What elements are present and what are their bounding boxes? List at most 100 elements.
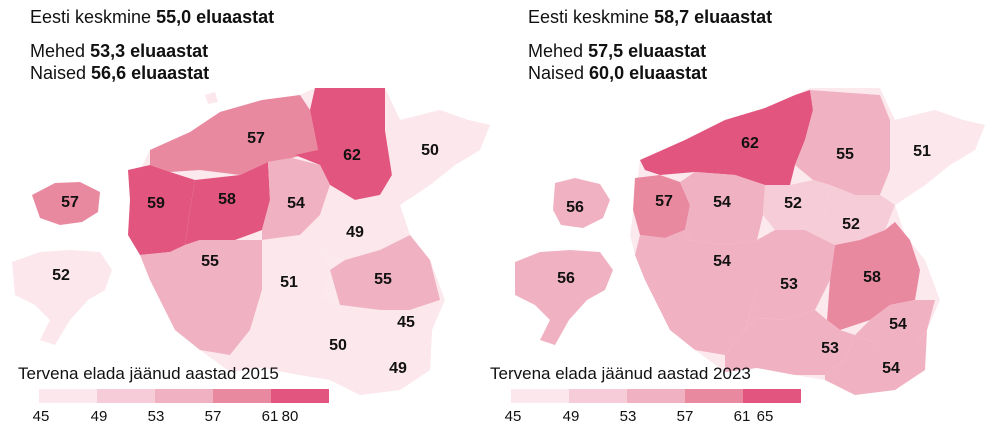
legend-swatch-4: [685, 389, 743, 403]
label-laane: 59: [147, 195, 165, 212]
men-value: 57,5 eluaastat: [588, 41, 707, 61]
legend-tick: 53: [619, 408, 637, 425]
legend-swatch-5: [743, 389, 801, 403]
legend-swatch-2: [569, 389, 627, 403]
women-label: Naised: [30, 63, 87, 83]
region-laane: [633, 175, 690, 238]
legend-title: Tervena elada jäänud aastad 2015: [18, 364, 279, 383]
label-viljandi: 51: [280, 274, 298, 291]
legend-swatch-4: [213, 389, 271, 403]
label-hiiu: 57: [61, 194, 79, 211]
region-parnu: [635, 230, 757, 355]
national-average: Eesti keskmine 55,0 eluaastat: [30, 6, 274, 28]
label-harju: 62: [343, 147, 361, 164]
label-parnu: 55: [201, 253, 219, 270]
island-small: [205, 92, 218, 104]
label-valga: 53: [821, 340, 839, 357]
legend-title: Tervena elada jäänud aastad 2023: [490, 364, 751, 383]
region-rapla: [185, 162, 270, 245]
legend-tick: 61: [733, 408, 751, 425]
region-saare: [12, 250, 112, 345]
label-jarva: 54: [287, 195, 305, 212]
region-laane: [128, 165, 195, 255]
legend-tick: 61: [261, 408, 279, 425]
region-harju: [640, 90, 813, 185]
women-average: Naised 56,6 eluaastat: [30, 62, 209, 84]
region-harju: [295, 88, 392, 200]
label-hiiu: 56: [566, 199, 584, 216]
women-value: 56,6 eluaastat: [91, 63, 210, 83]
region-tartu: [827, 222, 920, 330]
legend-tick: 80: [281, 408, 299, 425]
region-hiiu: [553, 178, 610, 228]
legend-swatch-3: [627, 389, 685, 403]
men-label: Mehed: [30, 41, 86, 61]
men-average: Mehed 57,5 eluaastat: [528, 40, 706, 62]
legend-swatch-1: [511, 389, 569, 403]
label-rapla: 54: [713, 194, 731, 211]
legend-tick: 65: [756, 408, 774, 425]
legend-ticks: 45 49 53 57 61 80: [0, 408, 340, 428]
region-ida-viru: [380, 88, 490, 205]
region-valga: [725, 310, 855, 375]
legend-tick: 57: [204, 408, 222, 425]
average-label: Eesti keskmine: [30, 7, 152, 27]
women-average: Naised 60,0 eluaastat: [528, 62, 707, 84]
legend-tick: 57: [676, 408, 694, 425]
average-value: 55,0 eluaastat: [156, 7, 275, 27]
label-voru: 49: [389, 360, 407, 377]
label-saare: 52: [52, 267, 70, 284]
label-rapla: 58: [218, 191, 236, 208]
region-jarva: [763, 180, 830, 230]
label-tartu: 55: [374, 271, 392, 288]
region-jogeva: [300, 185, 410, 260]
region-viljandi: [250, 235, 330, 330]
label-laane: 57: [655, 193, 673, 210]
region-voru: [825, 330, 927, 395]
label-parnu: 54: [713, 253, 731, 270]
label-polva: 45: [397, 314, 415, 331]
region-jogeva: [805, 185, 895, 245]
label-harju: 62: [741, 135, 759, 152]
label-saare: 56: [557, 270, 575, 287]
region-polva: [340, 300, 440, 345]
legend-tick: 49: [562, 408, 580, 425]
label-jarva: 52: [784, 195, 802, 212]
region-viljandi: [745, 230, 835, 330]
region-ida-viru: [880, 95, 985, 205]
region-laane-viru: [150, 95, 318, 175]
average-label: Eesti keskmine: [528, 7, 650, 27]
estonia-map-2023: 62 55 51 56 57 54 52 52 56 54 53 58 54 5…: [515, 88, 985, 395]
legend-tick: 53: [147, 408, 165, 425]
legend-ticks: 45 49 53 57 61 65: [495, 408, 835, 428]
men-value: 53,3 eluaastat: [90, 41, 209, 61]
region-valga: [230, 300, 360, 380]
label-laane-viru: 57: [247, 130, 265, 147]
legend-tick: 45: [32, 408, 50, 425]
region-rapla: [680, 172, 765, 245]
label-tartu: 58: [863, 269, 881, 286]
legend-swatch-5: [271, 389, 329, 403]
region-laane-viru: [795, 90, 890, 195]
label-polva: 54: [889, 316, 907, 333]
women-value: 60,0 eluaastat: [589, 63, 708, 83]
legend-scale: [39, 389, 329, 403]
region-voru: [330, 330, 432, 395]
region-polva: [855, 300, 935, 345]
region-parnu: [140, 240, 262, 355]
legend-tick: 45: [504, 408, 522, 425]
legend-scale: [511, 389, 801, 403]
average-value: 58,7 eluaastat: [654, 7, 773, 27]
region-saare: [515, 250, 613, 345]
legend-swatch-3: [155, 389, 213, 403]
label-voru: 54: [882, 360, 900, 377]
map-panel-2015: Eesti keskmine 55,0 eluaastat Mehed 53,3…: [0, 6, 490, 428]
map-panel-2023: Eesti keskmine 58,7 eluaastat Mehed 57,5…: [490, 0, 990, 441]
legend-swatch-2: [97, 389, 155, 403]
legend-swatch-1: [39, 389, 97, 403]
region-jarva: [262, 158, 330, 240]
region-hiiu: [32, 182, 100, 225]
estonia-map-2015: 62 50 57 59 58 54 57 49 52 55 51 55 45 5…: [12, 88, 490, 395]
label-laane-viru: 55: [836, 146, 854, 163]
label-ida-viru: 51: [913, 143, 931, 160]
